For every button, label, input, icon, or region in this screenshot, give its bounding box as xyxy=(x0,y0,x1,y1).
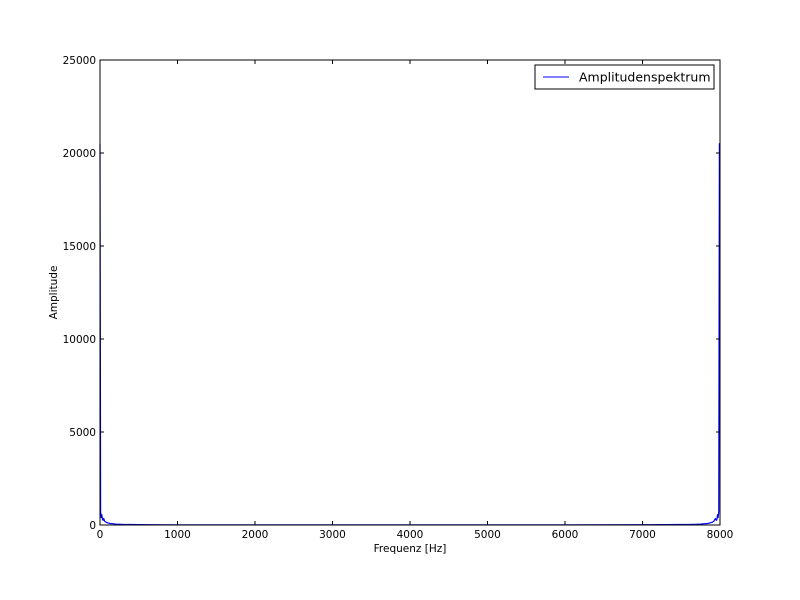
x-tick-label: 0 xyxy=(97,529,104,541)
x-tick-label: 1000 xyxy=(164,529,191,541)
x-axis-label: Frequenz [Hz] xyxy=(374,543,447,555)
y-tick-label: 15000 xyxy=(63,241,96,253)
y-tick-label: 0 xyxy=(89,520,96,532)
y-tick-label: 25000 xyxy=(63,55,96,67)
y-axis-label: Amplitude xyxy=(48,266,60,320)
x-tick-label: 6000 xyxy=(552,529,579,541)
y-tick-label: 5000 xyxy=(69,427,96,439)
y-tick-label: 20000 xyxy=(63,148,96,160)
legend-box xyxy=(534,64,715,90)
ticks-layer: 0 1000 2000 3000 4000 5000 6000 7000 8000 0 5000 10… xyxy=(63,55,734,541)
x-tick-label: 2000 xyxy=(242,529,269,541)
x-tick-label: 7000 xyxy=(629,529,656,541)
x-tick-label: 5000 xyxy=(474,529,501,541)
y-tick-label: 10000 xyxy=(63,334,96,346)
x-tick-label: 3000 xyxy=(319,529,346,541)
legend-label: Amplitudenspektrum xyxy=(579,70,711,85)
legend: Amplitudenspektrum xyxy=(534,64,715,90)
x-tick-label: 8000 xyxy=(707,529,734,541)
x-tick-label: 4000 xyxy=(397,529,424,541)
